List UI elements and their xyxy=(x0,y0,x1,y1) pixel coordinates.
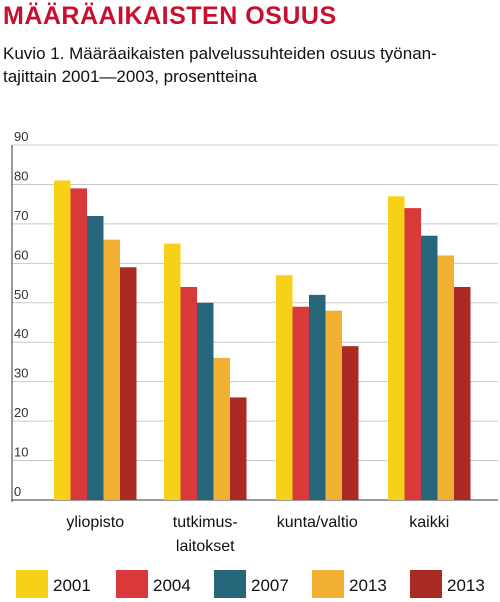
y-tick-label: 40 xyxy=(14,326,28,341)
category-label: yliopisto xyxy=(66,514,124,531)
category-label: tutkimus- xyxy=(173,514,238,531)
category-labels: yliopisto tutkimus-laitokset kunta/valtio k… xyxy=(66,514,449,555)
bar-3-0 xyxy=(388,196,405,500)
bar-0-1 xyxy=(70,188,87,500)
bar-0-3 xyxy=(103,239,120,500)
y-tick-label: 0 xyxy=(14,484,21,499)
bars xyxy=(54,180,471,500)
bar-1-2 xyxy=(197,302,214,500)
category-label: laitokset xyxy=(176,538,235,555)
category-label: kaikki xyxy=(409,514,449,531)
bar-2-3 xyxy=(325,310,342,500)
bar-0-4 xyxy=(120,267,137,500)
bar-1-0 xyxy=(164,243,181,500)
bar-2-4 xyxy=(342,346,359,500)
bar-2-2 xyxy=(309,294,326,500)
chart-subtitle: Kuvio 1. Määräaikaisten palvelussuhteide… xyxy=(3,44,437,86)
bar-3-3 xyxy=(437,255,454,500)
bar-2-0 xyxy=(276,275,293,500)
legend-swatch xyxy=(312,570,344,598)
bar-1-1 xyxy=(180,287,197,500)
y-tick-label: 70 xyxy=(14,208,28,223)
legend-swatch xyxy=(410,570,442,598)
chart-title: MÄÄRÄAIKAISTEN OSUUS xyxy=(3,2,337,30)
bar-0-2 xyxy=(87,216,104,500)
legend-swatch xyxy=(116,570,148,598)
legend-label: 2013 xyxy=(349,576,387,595)
bar-3-1 xyxy=(404,208,421,500)
bar-1-3 xyxy=(213,358,230,500)
bar-0-0 xyxy=(54,180,71,500)
category-label: kunta/valtio xyxy=(277,514,358,531)
y-tick-label: 10 xyxy=(14,445,28,460)
y-tick-label: 20 xyxy=(14,405,28,420)
y-tick-label: 80 xyxy=(14,168,28,183)
legend-label: 2007 xyxy=(251,576,289,595)
bar-3-2 xyxy=(421,235,438,500)
legend-swatch xyxy=(16,570,48,598)
legend-label: 2001 xyxy=(53,576,91,595)
legend-label: 2004 xyxy=(153,576,191,595)
y-tick-label: 90 xyxy=(14,129,28,144)
y-tick-label: 30 xyxy=(14,366,28,381)
y-tick-label: 60 xyxy=(14,247,28,262)
legend-swatch xyxy=(214,570,246,598)
legend: 2001 2004 2007 2013 2013 xyxy=(16,570,485,598)
y-tick-label: 50 xyxy=(14,287,28,302)
legend-label: 2013 xyxy=(447,576,485,595)
bar-2-1 xyxy=(292,306,309,500)
bar-1-4 xyxy=(230,397,247,500)
bar-3-4 xyxy=(454,287,471,500)
